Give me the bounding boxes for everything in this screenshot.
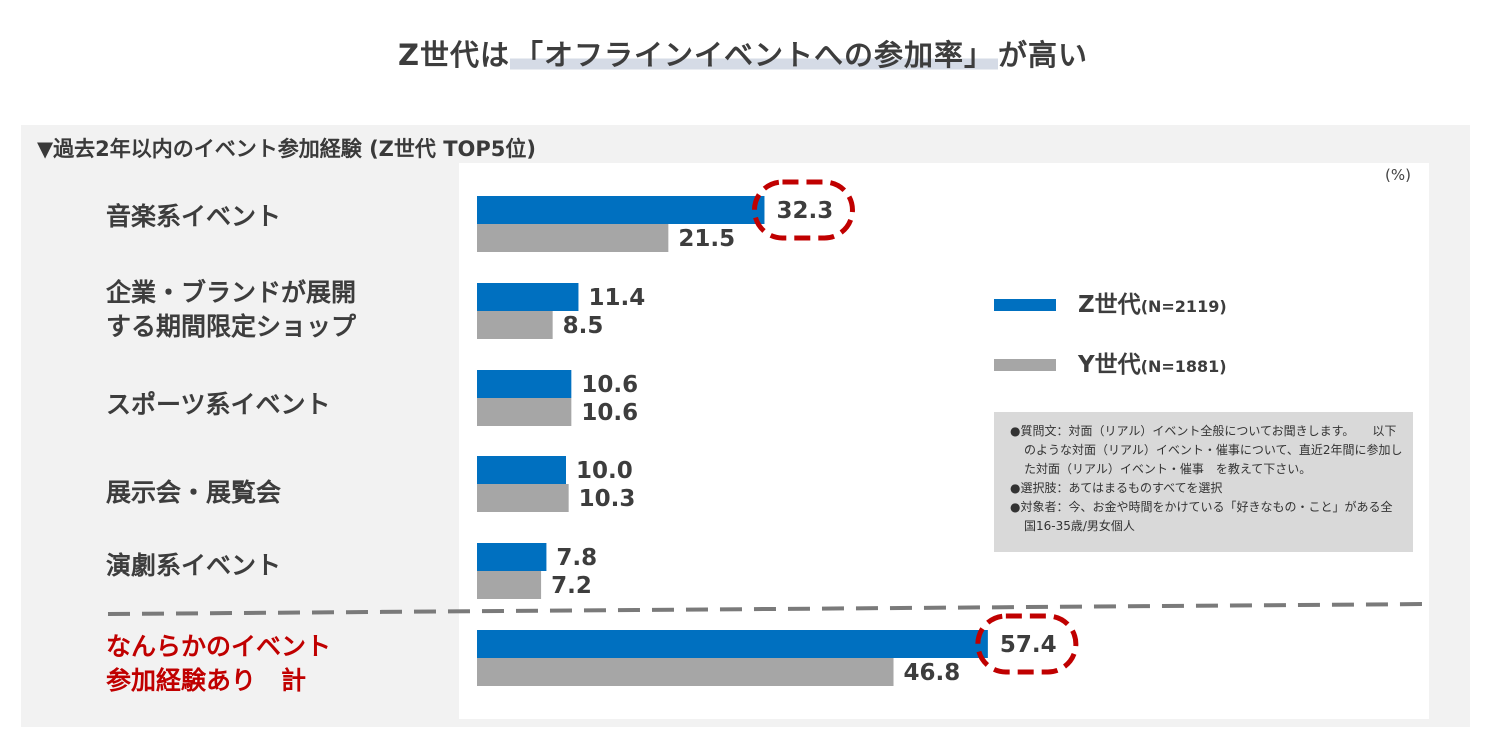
category-label: 企業・ブランドが展開 する期間限定ショップ [106, 276, 356, 344]
title-prefix: Z世代は [397, 38, 510, 72]
chart-subtitle: ▼過去2年以内のイベント参加経験 (Z世代 TOP5位) [37, 137, 536, 161]
title-suffix: が高い [998, 38, 1089, 72]
data-label: 11.4 [588, 285, 645, 311]
category-label: 演劇系イベント [106, 549, 281, 583]
category-label-line: 音楽系イベント [106, 202, 282, 231]
category-label-line: 参加経験あり 計 [106, 666, 307, 695]
legend-sample-size: (N=2119) [1140, 297, 1227, 316]
page-title: Z世代は 「オフラインイベントへの参加率」 が高い [0, 32, 1486, 74]
survey-note: ●質問文：対面（リアル）イベント全般についてお聞きします。 以下のような対面（リ… [994, 412, 1413, 552]
note-line: ●質問文：対面（リアル）イベント全般についてお聞きします。 以下のような対面（リ… [1010, 424, 1403, 476]
category-label: なんらかのイベント 参加経験あり 計 [106, 630, 331, 698]
category-label-line: 演劇系イベント [106, 551, 282, 580]
bar-y-0 [477, 224, 669, 252]
bar-z-4 [477, 543, 547, 571]
data-label: 10.6 [581, 372, 638, 398]
data-label: 57.4 [1000, 632, 1057, 658]
bar-z-5 [477, 630, 988, 658]
category-label: 音楽系イベント [106, 200, 281, 234]
data-label: 32.3 [776, 198, 833, 224]
bar-y-5 [477, 658, 894, 686]
legend-swatch [994, 299, 1056, 311]
data-label: 10.6 [581, 400, 638, 426]
bar-z-1 [477, 283, 579, 311]
bar-y-3 [477, 484, 569, 512]
category-label-line: する期間限定ショップ [106, 312, 357, 341]
bar-y-1 [477, 311, 553, 339]
data-label: 46.8 [904, 660, 961, 686]
category-label: スポーツ系イベント [106, 388, 331, 422]
note-line: ●選択肢：あてはまるものすべてを選択 [1010, 481, 1223, 495]
bar-z-3 [477, 456, 566, 484]
category-label-line: なんらかのイベント [106, 632, 332, 661]
category-label: 展示会・展覧会 [106, 476, 281, 510]
legend-series-name: Y世代 [1078, 352, 1141, 378]
data-label: 8.5 [563, 313, 604, 339]
legend-label: Z世代(N=2119) [1078, 290, 1227, 322]
data-label: 21.5 [678, 226, 735, 252]
data-label: 10.0 [576, 458, 633, 484]
legend-sample-size: (N=1881) [1140, 357, 1227, 376]
data-label: 7.8 [556, 545, 597, 571]
legend-swatch [994, 359, 1056, 371]
legend-series-name: Z世代 [1078, 292, 1141, 318]
bar-y-2 [477, 398, 572, 426]
separator-line [107, 602, 1431, 616]
unit-label: (%) [1385, 166, 1411, 184]
data-label: 7.2 [551, 573, 592, 599]
title-highlight: 「オフラインイベントへの参加率」 [510, 38, 999, 72]
category-label-line: 企業・ブランドが展開 [106, 278, 357, 307]
category-label-line: 展示会・展覧会 [106, 478, 282, 507]
bar-y-4 [477, 571, 542, 599]
bar-z-0 [477, 196, 765, 224]
bar-z-2 [477, 370, 572, 398]
highlight-circle [975, 613, 1079, 675]
note-line: ●対象者：今、お金や時間をかけている「好きなもの・こと」がある全国16-35歳/… [1010, 500, 1393, 533]
data-label: 10.3 [579, 486, 636, 512]
chart-panel: ▼過去2年以内のイベント参加経験 (Z世代 TOP5位) [21, 125, 1470, 727]
highlight-circle [751, 179, 855, 241]
legend-label: Y世代(N=1881) [1078, 350, 1227, 382]
category-label-line: スポーツ系イベント [106, 390, 331, 419]
